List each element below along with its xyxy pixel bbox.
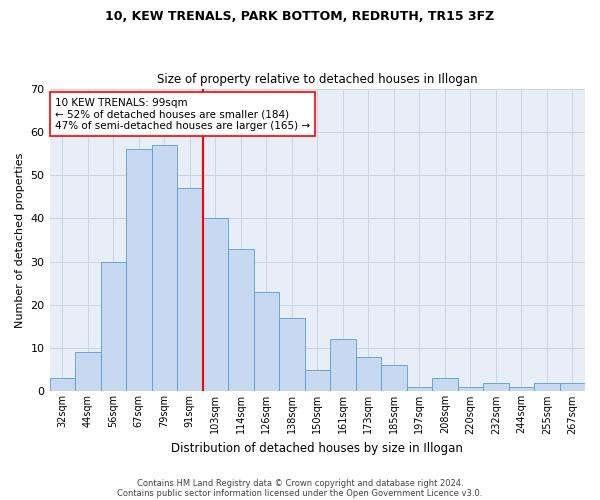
Bar <box>560 382 585 392</box>
Bar <box>330 340 356 392</box>
Bar <box>177 188 203 392</box>
Bar <box>279 318 305 392</box>
Bar <box>126 149 152 392</box>
Bar <box>509 387 534 392</box>
Bar <box>534 382 560 392</box>
Bar <box>50 378 75 392</box>
Text: 10 KEW TRENALS: 99sqm
← 52% of detached houses are smaller (184)
47% of semi-det: 10 KEW TRENALS: 99sqm ← 52% of detached … <box>55 98 310 131</box>
Bar <box>152 145 177 392</box>
Bar <box>101 262 126 392</box>
Bar <box>407 387 432 392</box>
Bar <box>203 218 228 392</box>
Bar <box>356 357 381 392</box>
Bar <box>75 352 101 392</box>
Bar <box>305 370 330 392</box>
X-axis label: Distribution of detached houses by size in Illogan: Distribution of detached houses by size … <box>172 442 463 455</box>
Bar <box>228 248 254 392</box>
Y-axis label: Number of detached properties: Number of detached properties <box>15 152 25 328</box>
Bar <box>381 366 407 392</box>
Text: 10, KEW TRENALS, PARK BOTTOM, REDRUTH, TR15 3FZ: 10, KEW TRENALS, PARK BOTTOM, REDRUTH, T… <box>106 10 494 23</box>
Title: Size of property relative to detached houses in Illogan: Size of property relative to detached ho… <box>157 73 478 86</box>
Bar <box>483 382 509 392</box>
Bar <box>458 387 483 392</box>
Text: Contains HM Land Registry data © Crown copyright and database right 2024.: Contains HM Land Registry data © Crown c… <box>137 478 463 488</box>
Text: Contains public sector information licensed under the Open Government Licence v3: Contains public sector information licen… <box>118 488 482 498</box>
Bar <box>432 378 458 392</box>
Bar <box>254 292 279 392</box>
